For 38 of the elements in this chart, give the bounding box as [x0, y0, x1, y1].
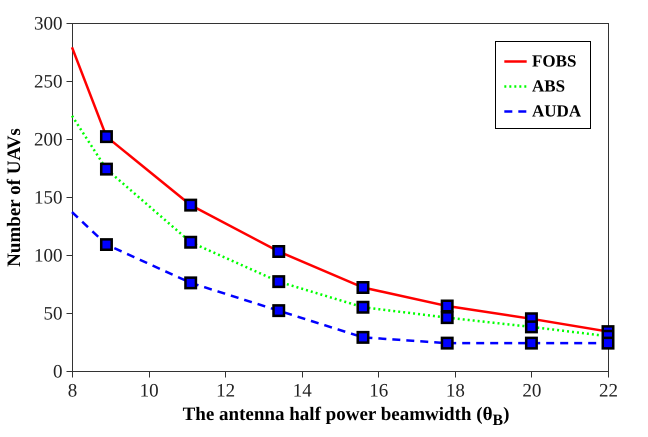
x-tick-label: 18 [446, 380, 465, 402]
legend-label: FOBS [532, 52, 576, 70]
point [272, 275, 286, 288]
point [440, 336, 454, 350]
x-axis-title: The antenna half power beamwidth (θ$_{B}$) [182, 404, 510, 430]
point [184, 276, 198, 290]
x-tick-label: 8 [68, 380, 78, 402]
x-tick-label: 22 [599, 380, 618, 402]
point [356, 330, 370, 344]
y-tick-label: 50 [44, 304, 62, 324]
point [602, 336, 614, 350]
point [272, 304, 286, 318]
y-tick-label: 300 [34, 14, 62, 34]
point [440, 300, 454, 313]
point [524, 336, 538, 350]
point [272, 245, 286, 258]
point [184, 198, 198, 212]
point [356, 280, 370, 294]
y-tick-label: 200 [34, 130, 62, 150]
y-tick-label: 150 [34, 188, 62, 208]
legend-label: AUDA [532, 102, 582, 120]
point [184, 236, 198, 249]
y-tick-label: 100 [34, 246, 62, 266]
x-tick-label: 14 [292, 380, 312, 402]
x-tick-label: 12 [216, 380, 236, 402]
point [356, 300, 370, 314]
x-tick-label: 20 [522, 380, 542, 402]
y-tick-label: 250 [34, 72, 62, 92]
x-tick-label: 16 [369, 380, 388, 402]
point [100, 130, 113, 144]
point [100, 162, 113, 176]
point [100, 238, 113, 252]
y-tick-label: 0 [53, 362, 62, 382]
legend-label: ABS [532, 76, 566, 96]
x-tick-label: 10 [140, 380, 159, 402]
point [440, 311, 454, 324]
point [524, 320, 538, 334]
y-axis-title: Number of UAVs [4, 128, 25, 267]
